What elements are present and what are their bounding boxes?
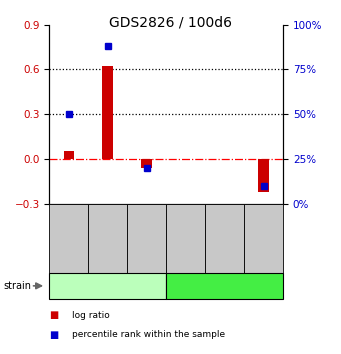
Text: GSM149076: GSM149076 xyxy=(66,216,72,260)
Bar xyxy=(258,159,269,192)
Text: percentile rank within the sample: percentile rank within the sample xyxy=(72,330,225,339)
Text: GSM149078: GSM149078 xyxy=(105,216,111,260)
Text: GSM149084: GSM149084 xyxy=(144,216,150,260)
Text: GSM141569: GSM141569 xyxy=(183,216,189,260)
Bar xyxy=(142,159,152,168)
Text: GSM142384: GSM142384 xyxy=(222,216,228,260)
Bar xyxy=(103,67,113,159)
Text: log ratio: log ratio xyxy=(72,310,109,320)
Text: wild type: wild type xyxy=(86,281,130,291)
Text: ■: ■ xyxy=(49,330,59,339)
Text: GDS2826 / 100d6: GDS2826 / 100d6 xyxy=(109,16,232,30)
Text: ■: ■ xyxy=(49,310,59,320)
Text: strain: strain xyxy=(3,281,31,291)
Text: NY1DD: NY1DD xyxy=(207,281,242,291)
Bar xyxy=(63,152,74,159)
Text: GSM142385: GSM142385 xyxy=(261,216,267,260)
